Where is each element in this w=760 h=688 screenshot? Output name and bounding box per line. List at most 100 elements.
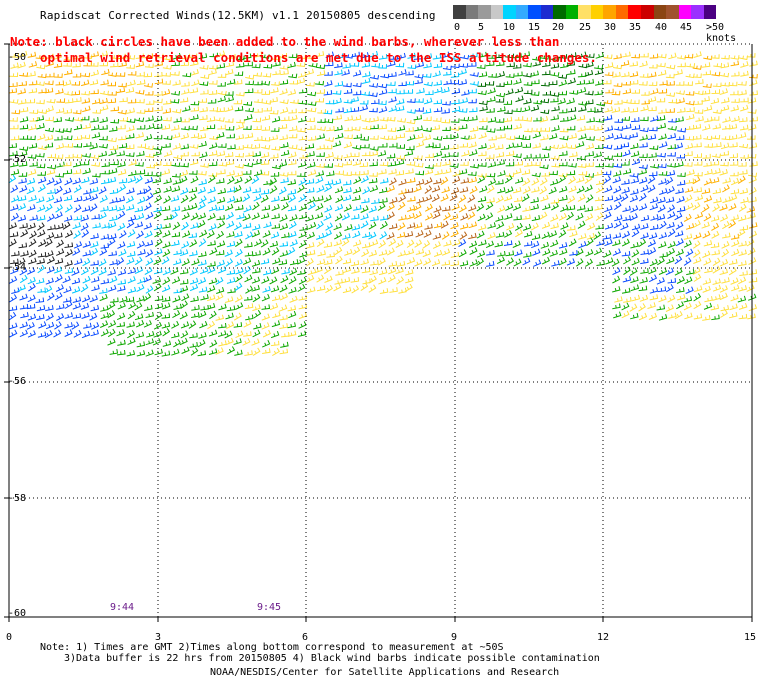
wind-barb [586,117,595,123]
wind-barb [693,285,703,293]
wind-barb [440,144,450,150]
wind-barb [244,114,253,121]
wind-barb [359,104,369,112]
wind-barb [253,322,262,330]
colorbar-swatch [515,5,529,19]
wind-barb [487,222,496,229]
colorbar-label: >50 knots [706,22,737,44]
wind-barb [459,142,469,148]
colorbar-swatch [603,5,616,19]
wind-barb [199,114,208,121]
wind-barb [675,187,684,194]
wind-barb [90,241,99,248]
wind-barb [270,87,279,94]
wind-barb [657,204,666,213]
wind-barb [748,304,758,312]
wind-barb [422,127,432,133]
wind-barb [514,177,524,184]
wind-barb [712,257,721,267]
wind-barb [19,185,28,193]
wind-barb [316,220,324,230]
colorbar-label: 20 [552,22,565,33]
wind-barb [674,142,684,150]
wind-barb [191,151,200,157]
wind-barb [154,295,164,301]
wind-barb [351,267,360,274]
wind-barb [188,320,197,329]
wind-barb [53,329,62,338]
wind-barb [153,283,162,292]
wind-barb [199,81,209,86]
wind-barb [648,63,658,69]
wind-barb [657,163,667,169]
wind-barb [279,304,288,312]
wind-barb [441,108,450,114]
wind-barb [746,206,756,213]
wind-barb [287,189,297,195]
wind-barb [523,117,533,122]
wind-barb [695,79,704,85]
wind-barb [460,54,470,60]
wind-barb [117,302,126,310]
wind-barb [64,69,73,76]
wind-barb [226,321,235,329]
wind-barb [407,177,416,184]
wind-barb [602,170,612,176]
wind-barb [162,116,172,122]
wind-barb [37,204,46,213]
wind-barb [45,277,54,285]
wind-barb [549,249,558,257]
wind-barb [414,259,423,267]
wind-barb [351,224,361,231]
wind-barb [326,252,335,258]
wind-barb [27,154,37,159]
wind-barb [432,70,441,78]
wind-barb [514,86,524,94]
wind-barb [693,187,703,193]
wind-barb [541,221,551,229]
wind-barb [631,223,641,231]
wind-barb [9,329,18,338]
wind-barb [638,192,647,202]
wind-barb [692,176,701,185]
wind-barb [289,114,298,122]
wind-barb [666,256,675,265]
wind-barb [53,53,62,60]
wind-barb [352,82,362,88]
wind-barb [656,115,666,122]
wind-barb [333,223,342,231]
wind-barb [81,229,90,238]
wind-barb [431,259,441,267]
wind-barb [108,233,117,240]
wind-barb [730,188,740,195]
wind-barb [269,185,278,194]
wind-barb [161,296,171,302]
wind-barb [296,77,306,85]
wind-barb [514,116,524,121]
wind-barb [504,229,513,238]
wind-barb [406,119,416,125]
wind-barb [153,210,162,220]
wind-barb [128,301,137,310]
wind-barb [531,161,541,167]
wind-barb [639,277,648,284]
wind-barb [80,302,90,310]
wind-barb [118,248,127,257]
wind-barb [405,145,415,151]
wind-barb [235,134,245,140]
wind-barb [659,188,668,195]
wind-barb [64,260,73,267]
wind-barb [451,99,460,105]
wind-barb [630,242,639,249]
wind-barb [478,71,488,78]
x-tick-9: 9 [451,632,458,643]
wind-barb [325,284,333,294]
wind-barb [98,267,107,276]
wind-barb [136,350,146,357]
wind-barb [73,195,83,203]
wind-barb [198,195,207,204]
wind-barb [334,278,343,285]
colorbar-swatch [691,5,704,19]
wind-barb [288,276,297,285]
wind-barb [243,295,253,301]
